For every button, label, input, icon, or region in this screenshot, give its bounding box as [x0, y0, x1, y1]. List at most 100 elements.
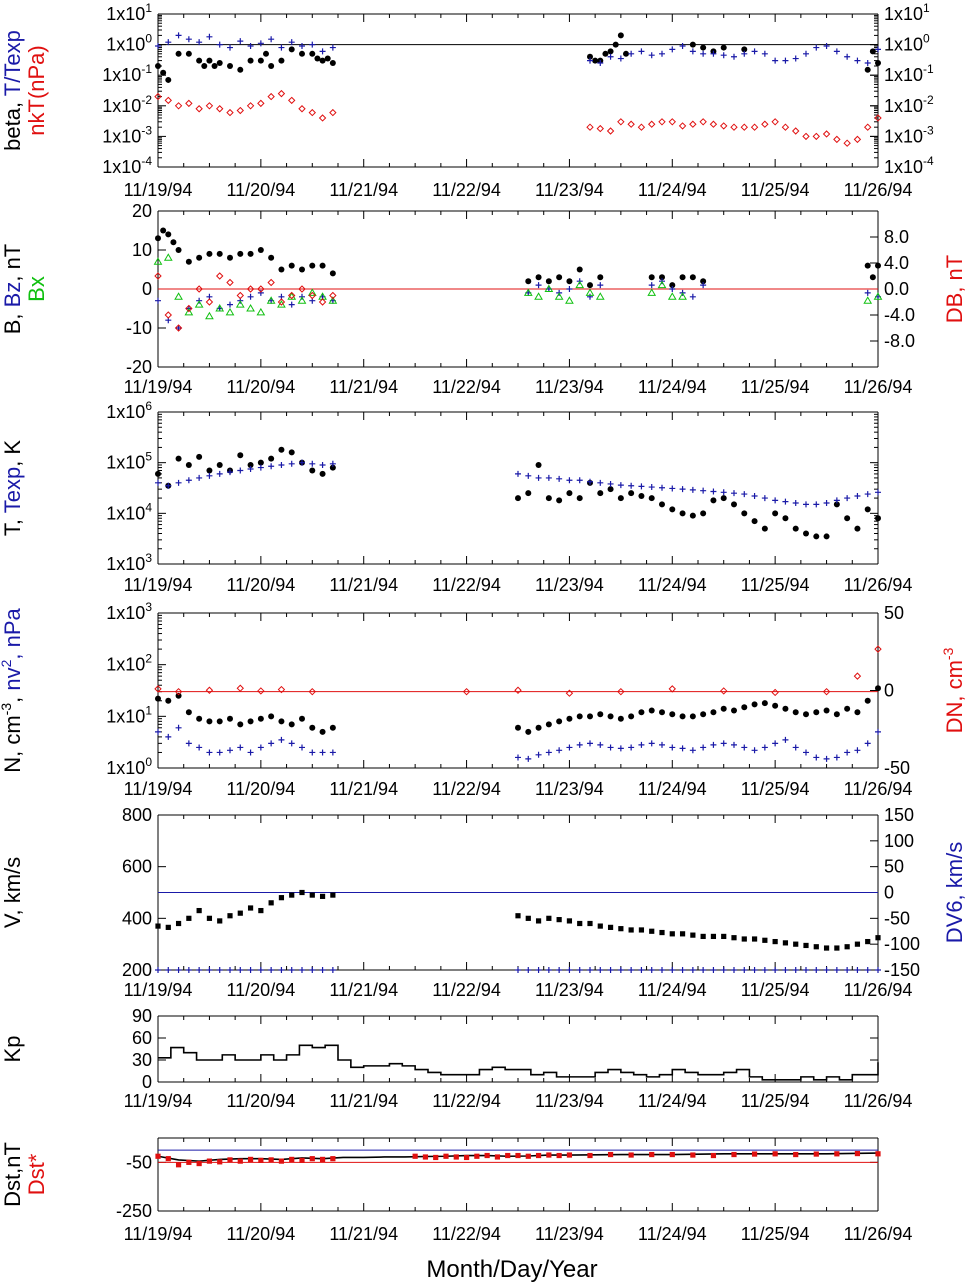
- data-point: [864, 697, 871, 704]
- data-point: [433, 1154, 439, 1161]
- data-point: [657, 280, 667, 289]
- data-point: [257, 247, 264, 253]
- data-point: [864, 262, 871, 269]
- data-point: [309, 41, 316, 48]
- data-point: [237, 910, 243, 916]
- data-point: [165, 76, 172, 83]
- x-tick-label: 11/23/94: [535, 180, 604, 200]
- data-point: [163, 253, 173, 261]
- data-point: [782, 57, 789, 64]
- data-point: [833, 711, 840, 718]
- data-point: [833, 754, 840, 761]
- data-point: [772, 967, 779, 973]
- right-tick-label: 4.0: [884, 253, 909, 273]
- data-point: [751, 967, 758, 973]
- y-tick-label: 600: [122, 857, 152, 877]
- data-point: [289, 892, 295, 898]
- data-point: [266, 296, 276, 304]
- data-point: [288, 721, 295, 728]
- data-point: [576, 713, 583, 720]
- data-point: [257, 285, 265, 293]
- data-point: [597, 711, 604, 718]
- data-point: [709, 120, 718, 128]
- x-tick-label: 11/19/94: [124, 1091, 193, 1111]
- right-tick-label: 1x101: [884, 1, 930, 24]
- data-point: [844, 967, 851, 973]
- data-point: [741, 936, 747, 942]
- data-point: [864, 491, 871, 498]
- data-point: [328, 296, 338, 304]
- data-point: [215, 304, 225, 312]
- data-point: [309, 724, 316, 731]
- x-tick-label: 11/24/94: [638, 575, 707, 595]
- data-point: [741, 744, 748, 751]
- data-point: [659, 274, 665, 281]
- y-tick-label: 20: [132, 201, 152, 221]
- x-tick-label: 11/24/94: [638, 377, 707, 397]
- data-point: [854, 57, 861, 64]
- data-point: [319, 57, 326, 64]
- x-tick-label: 11/23/94: [535, 575, 604, 595]
- data-point: [864, 123, 872, 131]
- data-point: [844, 705, 851, 712]
- ylabel-beta: beta, T/Texp: [0, 30, 25, 151]
- data-point: [741, 491, 748, 498]
- data-point: [803, 942, 809, 949]
- data-point: [257, 464, 264, 471]
- data-point: [668, 685, 676, 693]
- data-point: [535, 967, 542, 973]
- data-point: [679, 967, 686, 973]
- y-tick-label: -20: [126, 357, 152, 377]
- data-point: [669, 46, 676, 53]
- data-point: [617, 482, 624, 489]
- data-point: [247, 461, 254, 468]
- data-point: [699, 118, 707, 126]
- x-tick-label: 11/24/94: [638, 779, 707, 799]
- data-point: [236, 684, 244, 692]
- data-point: [854, 967, 861, 973]
- y-tick-label: 1x102: [106, 652, 152, 675]
- ylabel-N: N, cm-3, nv2, nPa: [0, 607, 25, 772]
- data-point: [648, 52, 655, 59]
- data-point: [535, 274, 542, 281]
- data-point: [751, 1151, 758, 1157]
- data-point: [175, 247, 182, 253]
- data-point: [689, 967, 696, 973]
- data-point: [823, 967, 830, 973]
- x-tick-label: 11/25/94: [741, 377, 810, 397]
- data-point: [607, 924, 614, 930]
- data-point: [854, 525, 861, 532]
- data-point: [587, 1152, 593, 1159]
- data-point: [844, 53, 851, 60]
- data-point: [679, 745, 686, 752]
- ylabel-Kp: Kp: [0, 1036, 25, 1063]
- data-point: [618, 926, 624, 932]
- data-point: [247, 293, 254, 300]
- data-point: [679, 510, 686, 517]
- data-point: [854, 492, 861, 499]
- data-point: [875, 1151, 881, 1157]
- data-point: [319, 749, 326, 756]
- data-point: [217, 918, 223, 924]
- data-point: [206, 749, 213, 756]
- data-point: [689, 41, 696, 48]
- data-point: [741, 46, 748, 53]
- data-point: [277, 298, 286, 306]
- data-point: [227, 715, 233, 722]
- data-point: [319, 470, 326, 477]
- data-point: [864, 66, 871, 73]
- ylabel-Dst: Dst,nT: [0, 1142, 25, 1207]
- data-point: [216, 60, 223, 67]
- data-point: [874, 645, 882, 653]
- data-point: [267, 92, 275, 101]
- x-tick-label: 11/19/94: [124, 180, 193, 200]
- data-point: [793, 1151, 799, 1158]
- series-Dst*: [155, 1150, 881, 1168]
- data-point: [545, 278, 552, 285]
- data-point: [299, 889, 305, 896]
- data-point: [443, 1153, 449, 1159]
- data-point: [556, 1152, 562, 1159]
- data-point: [257, 459, 264, 466]
- data-point: [627, 120, 635, 128]
- data-point: [864, 60, 871, 67]
